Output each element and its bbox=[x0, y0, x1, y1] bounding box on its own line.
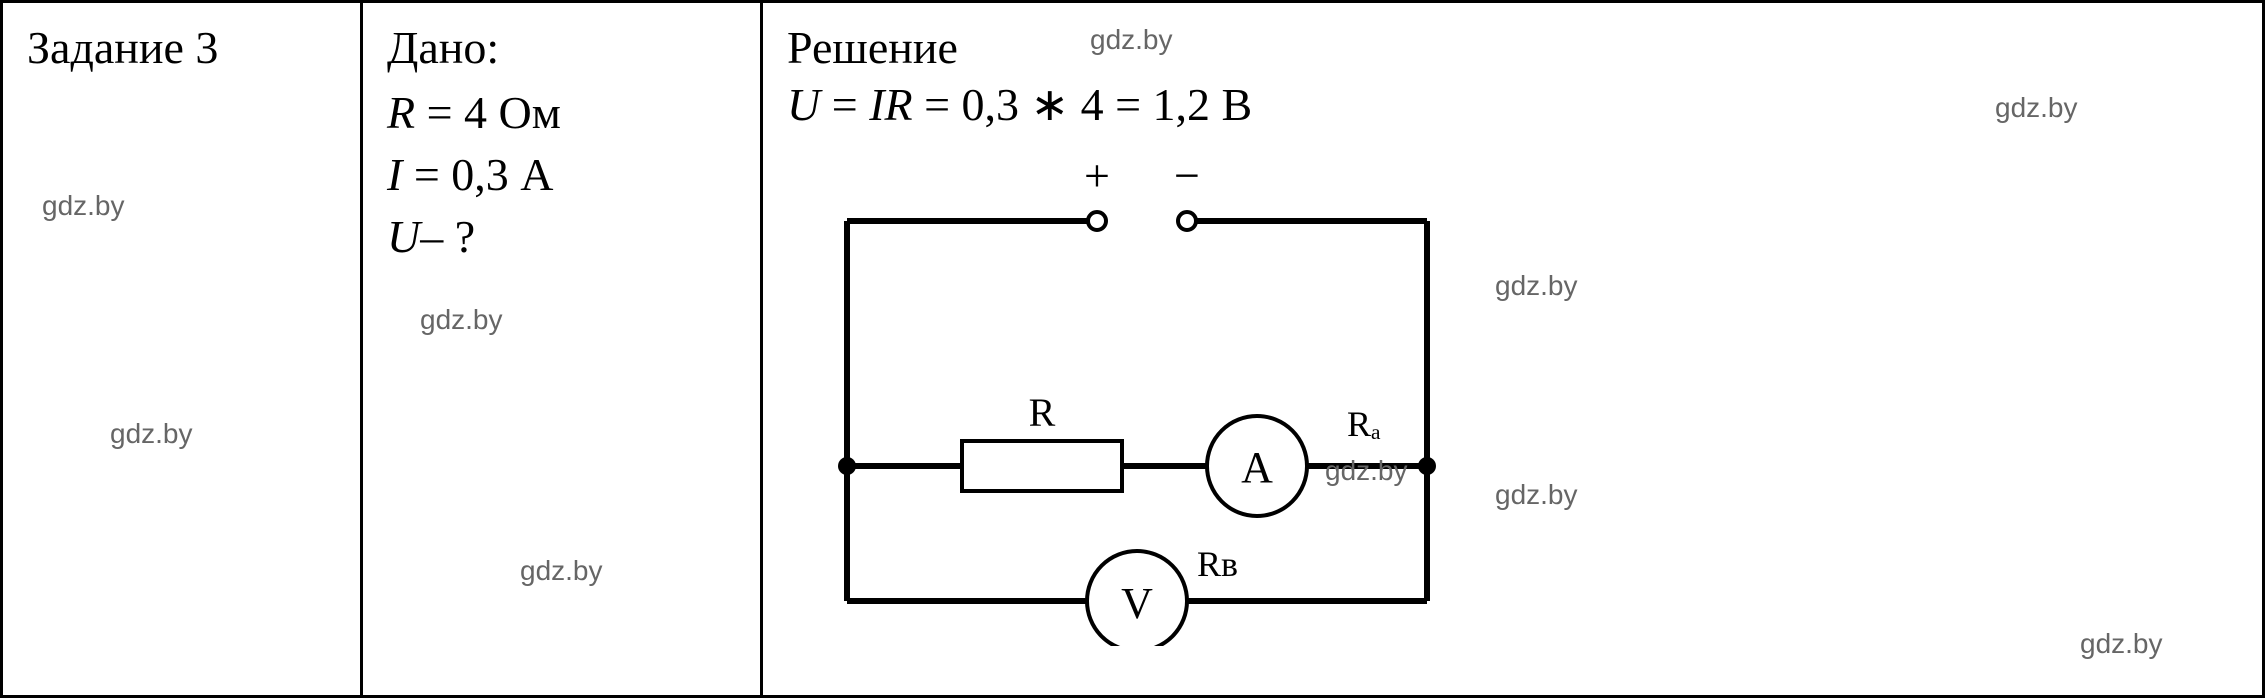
solution-header-row: Решение bbox=[787, 21, 2238, 74]
formula-IR: IR bbox=[869, 79, 912, 130]
task-column: Задание 3 bbox=[3, 3, 363, 695]
formula-eq1: = bbox=[820, 79, 869, 130]
val-I: = 0,3 А bbox=[402, 149, 553, 200]
ammeter-label: A bbox=[1241, 443, 1273, 492]
watermark: gdz.by bbox=[520, 555, 603, 587]
terminal-plus bbox=[1088, 212, 1106, 230]
watermark: gdz.by bbox=[110, 418, 193, 450]
given-line-3: U– ? bbox=[387, 206, 736, 268]
Rv-label: Rв bbox=[1197, 544, 1238, 584]
formula-rhs: = 0,3 ∗ 4 = 1,2 В bbox=[913, 79, 1253, 130]
task-label: Задание 3 bbox=[27, 21, 336, 74]
formula-U: U bbox=[787, 79, 820, 130]
val-R: = 4 Ом bbox=[415, 87, 561, 138]
watermark: gdz.by bbox=[1495, 479, 1578, 511]
watermark: gdz.by bbox=[420, 304, 503, 336]
circuit-diagram: + − R A Rₐ bbox=[787, 146, 1487, 646]
voltmeter-label: V bbox=[1121, 579, 1153, 628]
minus-symbol: − bbox=[1174, 150, 1200, 201]
watermark: gdz.by bbox=[42, 190, 125, 222]
var-R: R bbox=[387, 87, 415, 138]
given-header: Дано: bbox=[387, 21, 736, 74]
watermark: gdz.by bbox=[1495, 270, 1578, 302]
var-I: I bbox=[387, 149, 402, 200]
given-column: Дано: R = 4 Ом I = 0,3 А U– ? bbox=[363, 3, 763, 695]
watermark: gdz.by bbox=[1995, 92, 2078, 124]
Ra-label: Rₐ bbox=[1347, 404, 1381, 444]
watermark: gdz.by bbox=[1090, 24, 1173, 56]
circuit-svg: + − R A Rₐ bbox=[787, 146, 1487, 646]
given-line-1: R = 4 Ом bbox=[387, 82, 736, 144]
watermark: gdz.by bbox=[2080, 628, 2163, 660]
physics-problem-table: Задание 3 Дано: R = 4 Ом I = 0,3 А U– ? … bbox=[0, 0, 2265, 698]
var-U: U bbox=[387, 211, 420, 262]
given-line-2: I = 0,3 А bbox=[387, 144, 736, 206]
plus-symbol: + bbox=[1084, 150, 1110, 201]
watermark: gdz.by bbox=[1325, 455, 1408, 487]
resistor-R bbox=[962, 441, 1122, 491]
terminal-minus bbox=[1178, 212, 1196, 230]
val-U: – ? bbox=[420, 211, 475, 262]
solution-header: Решение bbox=[787, 21, 958, 74]
R-label: R bbox=[1029, 390, 1056, 435]
